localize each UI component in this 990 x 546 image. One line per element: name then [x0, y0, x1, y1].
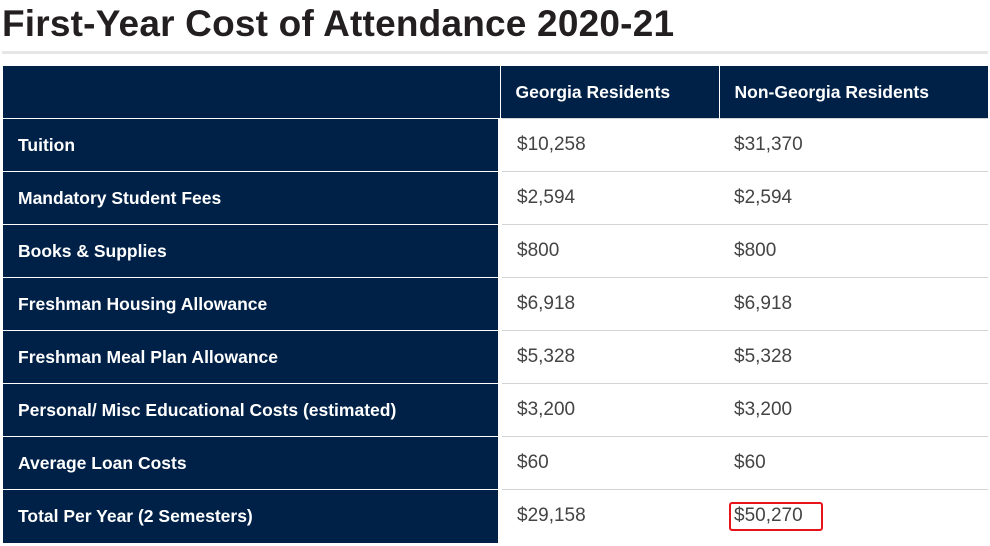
non-georgia-value: $2,594	[719, 171, 988, 225]
page-title: First-Year Cost of Attendance 2020-21	[2, 3, 675, 44]
table-row-mandatory-fees: Mandatory Student Fees $2,594 $2,594	[3, 171, 988, 225]
table-header-row: Georgia Residents Non-Georgia Residents	[3, 66, 988, 119]
georgia-value: $6,918	[500, 277, 719, 331]
non-georgia-value: $800	[719, 224, 988, 278]
non-georgia-value: $3,200	[719, 383, 988, 437]
georgia-value: $10,258	[500, 118, 719, 172]
row-label: Freshman Meal Plan Allowance	[3, 330, 502, 384]
row-label: Freshman Housing Allowance	[3, 277, 502, 331]
row-label: Mandatory Student Fees	[3, 171, 502, 225]
highlighted-total-value: $50,270	[729, 501, 823, 531]
georgia-value: $3,200	[500, 383, 719, 437]
table-row-loan-costs: Average Loan Costs $60 $60	[3, 436, 988, 490]
table-row-housing-allowance: Freshman Housing Allowance $6,918 $6,918	[3, 277, 988, 331]
header-georgia-residents: Georgia Residents	[500, 66, 720, 119]
non-georgia-value: $31,370	[719, 118, 988, 172]
non-georgia-value: $50,270	[719, 489, 988, 543]
georgia-value: $29,158	[500, 489, 719, 543]
georgia-value: $800	[500, 224, 719, 278]
row-label: Average Loan Costs	[3, 436, 502, 490]
cost-of-attendance-table: Georgia Residents Non-Georgia Residents …	[3, 66, 988, 543]
row-label: Books & Supplies	[3, 224, 502, 278]
title-divider	[2, 51, 988, 54]
header-empty-cell	[3, 66, 501, 119]
non-georgia-value: $5,328	[719, 330, 988, 384]
row-label: Tuition	[3, 118, 502, 172]
row-label: Personal/ Misc Educational Costs (estima…	[3, 383, 502, 437]
non-georgia-value: $6,918	[719, 277, 988, 331]
row-label: Total Per Year (2 Semesters)	[3, 489, 502, 543]
georgia-value: $5,328	[500, 330, 719, 384]
table-row-personal-misc: Personal/ Misc Educational Costs (estima…	[3, 383, 988, 437]
table-row-total: Total Per Year (2 Semesters) $29,158 $50…	[3, 489, 988, 543]
table-row-books-supplies: Books & Supplies $800 $800	[3, 224, 988, 278]
non-georgia-value: $60	[719, 436, 988, 490]
table-row-tuition: Tuition $10,258 $31,370	[3, 118, 988, 172]
header-non-georgia-residents: Non-Georgia Residents	[719, 66, 988, 119]
table-row-meal-plan: Freshman Meal Plan Allowance $5,328 $5,3…	[3, 330, 988, 384]
georgia-value: $2,594	[500, 171, 719, 225]
georgia-value: $60	[500, 436, 719, 490]
